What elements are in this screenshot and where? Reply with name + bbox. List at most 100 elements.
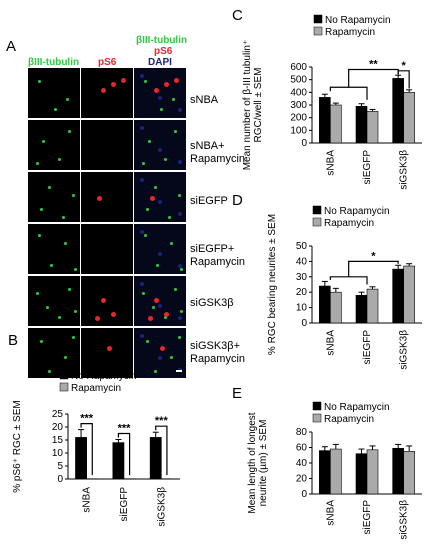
bar [355,105,368,144]
cell-spot [158,96,162,100]
micrograph-tile [134,120,186,170]
micrograph-tile [81,328,133,378]
cell-spot [101,88,106,93]
cell-spot [174,78,179,83]
row-label-snba-rapamycin: sNBA+ Rapamycin [190,140,246,165]
cell-spot [140,178,144,182]
micrograph-tile [28,328,80,378]
cell-spot [140,334,144,338]
cell-spot [144,80,147,83]
cell-spot [154,186,157,189]
y-tick-label: 60 [296,443,308,454]
y-tick-label: 50 [296,241,308,252]
micrograph-tile [134,68,186,118]
y-tick-label: 600 [290,62,307,73]
cell-spot [164,158,167,161]
bar [330,291,342,324]
cell-spot [180,268,183,271]
tubulin-column-header: βIII-tubulin [28,57,80,68]
bar [366,111,379,144]
cell-spot [178,160,182,164]
cell-spot [150,196,155,201]
legend-swatch [312,205,322,215]
cell-spot [36,162,39,165]
cell-spot [148,316,153,321]
bar [392,268,404,324]
cell-spot [144,234,147,237]
category-label: siGSK3β [156,487,167,527]
cell-spot [40,340,43,343]
category-label: sNBA [325,330,336,356]
bar [355,294,368,324]
cell-spot [156,264,159,267]
cell-spot [140,74,144,78]
significance-stars: * [402,60,407,72]
legend-swatch [312,413,322,423]
panel-a-letter: A [6,38,17,55]
cell-spot [158,200,162,204]
cell-spot [174,130,177,133]
cell-spot [111,312,116,317]
cell-spot [172,98,175,101]
y-tick-label: 20 [296,287,308,298]
legend-label: Rapamycin [324,414,374,425]
y-axis-label-line1: Mean length of longest [247,412,258,513]
cell-spot [121,78,126,83]
cell-spot [158,148,162,152]
cell-spot [72,336,75,339]
cell-spot [164,316,167,319]
y-tick-label: 20 [52,422,64,433]
merge-dapi-header: DAPI [148,57,172,68]
bar [403,265,415,324]
y-tick-label: 40 [296,458,308,469]
cell-spot [97,196,102,201]
significance-bracket [329,86,368,100]
cell-spot [142,162,145,165]
category-label: siEGFP [119,487,130,522]
legend-label: Rapamycin [71,383,121,394]
significance-stars: *** [118,422,132,434]
bar [355,453,368,495]
cell-spot [101,298,106,303]
micrograph-tile [134,172,186,222]
cell-spot [178,108,182,112]
cell-spot [68,130,71,133]
cell-spot [178,212,182,216]
y-tick-label: 80 [296,427,308,438]
cell-spot [48,186,51,189]
y-tick-label: 0 [301,489,307,500]
bar [330,104,342,144]
category-label: siGSK3β [399,330,410,370]
micrograph-tile [81,120,133,170]
significance-stars: ** [369,59,378,71]
cell-spot [140,230,144,234]
cell-spot [140,282,144,286]
significance-bracket [80,423,93,476]
legend-swatch [59,382,69,392]
micrograph-tile [81,276,133,326]
legend-swatch [313,14,323,24]
category-label: sNBA [325,500,336,526]
row-label-sigsk3b: siGSK3β [190,297,234,309]
bar [319,450,331,495]
micrograph-tile [28,120,80,170]
cell-spot [164,312,169,317]
micrograph-tile [28,172,80,222]
cell-spot [158,356,162,360]
bar [403,451,415,495]
significance-bracket [348,68,399,88]
y-tick-label: 40 [296,256,308,267]
cell-spot [178,194,181,197]
y-tick-label: 25 [52,409,64,420]
y-tick-label: 5 [57,461,63,472]
y-tick-label: 200 [290,113,307,124]
significance-bracket [348,260,399,277]
legend-swatch [312,217,322,227]
cell-spot [174,288,177,291]
micrograph-tile [134,224,186,274]
cell-spot [168,216,171,219]
cell-spot [111,82,116,87]
cell-spot [154,88,159,93]
